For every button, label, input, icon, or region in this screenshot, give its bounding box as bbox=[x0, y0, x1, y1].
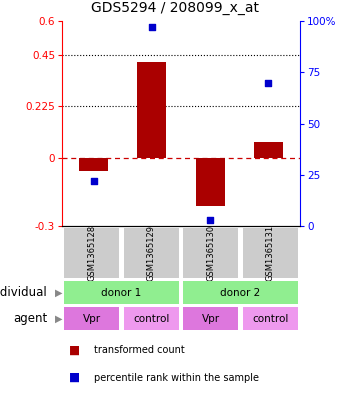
Text: control: control bbox=[133, 314, 169, 323]
Bar bbox=[183, 228, 238, 278]
Text: Vpr: Vpr bbox=[83, 314, 101, 323]
Text: ▶: ▶ bbox=[55, 288, 62, 298]
Bar bbox=[64, 281, 178, 304]
Point bbox=[207, 217, 213, 223]
Text: GSM1365128: GSM1365128 bbox=[87, 225, 96, 281]
Bar bbox=[138, 62, 167, 158]
Text: ■: ■ bbox=[69, 344, 80, 357]
Point bbox=[91, 178, 97, 184]
Bar bbox=[253, 142, 282, 158]
Bar bbox=[64, 307, 119, 330]
Text: donor 2: donor 2 bbox=[220, 288, 261, 298]
Bar bbox=[243, 307, 298, 330]
Text: donor 1: donor 1 bbox=[102, 288, 142, 298]
Bar bbox=[183, 281, 298, 304]
Text: agent: agent bbox=[14, 312, 48, 325]
Bar bbox=[124, 307, 178, 330]
Text: transformed count: transformed count bbox=[93, 345, 184, 355]
Point bbox=[149, 24, 155, 30]
Bar bbox=[243, 228, 298, 278]
Text: Vpr: Vpr bbox=[202, 314, 220, 323]
Text: percentile rank within the sample: percentile rank within the sample bbox=[93, 373, 259, 383]
Text: individual: individual bbox=[0, 286, 48, 299]
Text: GSM1365131: GSM1365131 bbox=[266, 225, 275, 281]
Text: ■: ■ bbox=[69, 371, 80, 384]
Text: GSM1365129: GSM1365129 bbox=[147, 225, 156, 281]
Bar bbox=[124, 228, 178, 278]
Text: GSM1365130: GSM1365130 bbox=[206, 225, 215, 281]
Bar bbox=[183, 307, 238, 330]
Text: control: control bbox=[252, 314, 288, 323]
Text: ▶: ▶ bbox=[55, 314, 62, 323]
Text: GDS5294 / 208099_x_at: GDS5294 / 208099_x_at bbox=[91, 1, 259, 15]
Point bbox=[265, 79, 271, 86]
Bar bbox=[79, 158, 108, 171]
Bar bbox=[64, 228, 119, 278]
Bar bbox=[196, 158, 225, 206]
